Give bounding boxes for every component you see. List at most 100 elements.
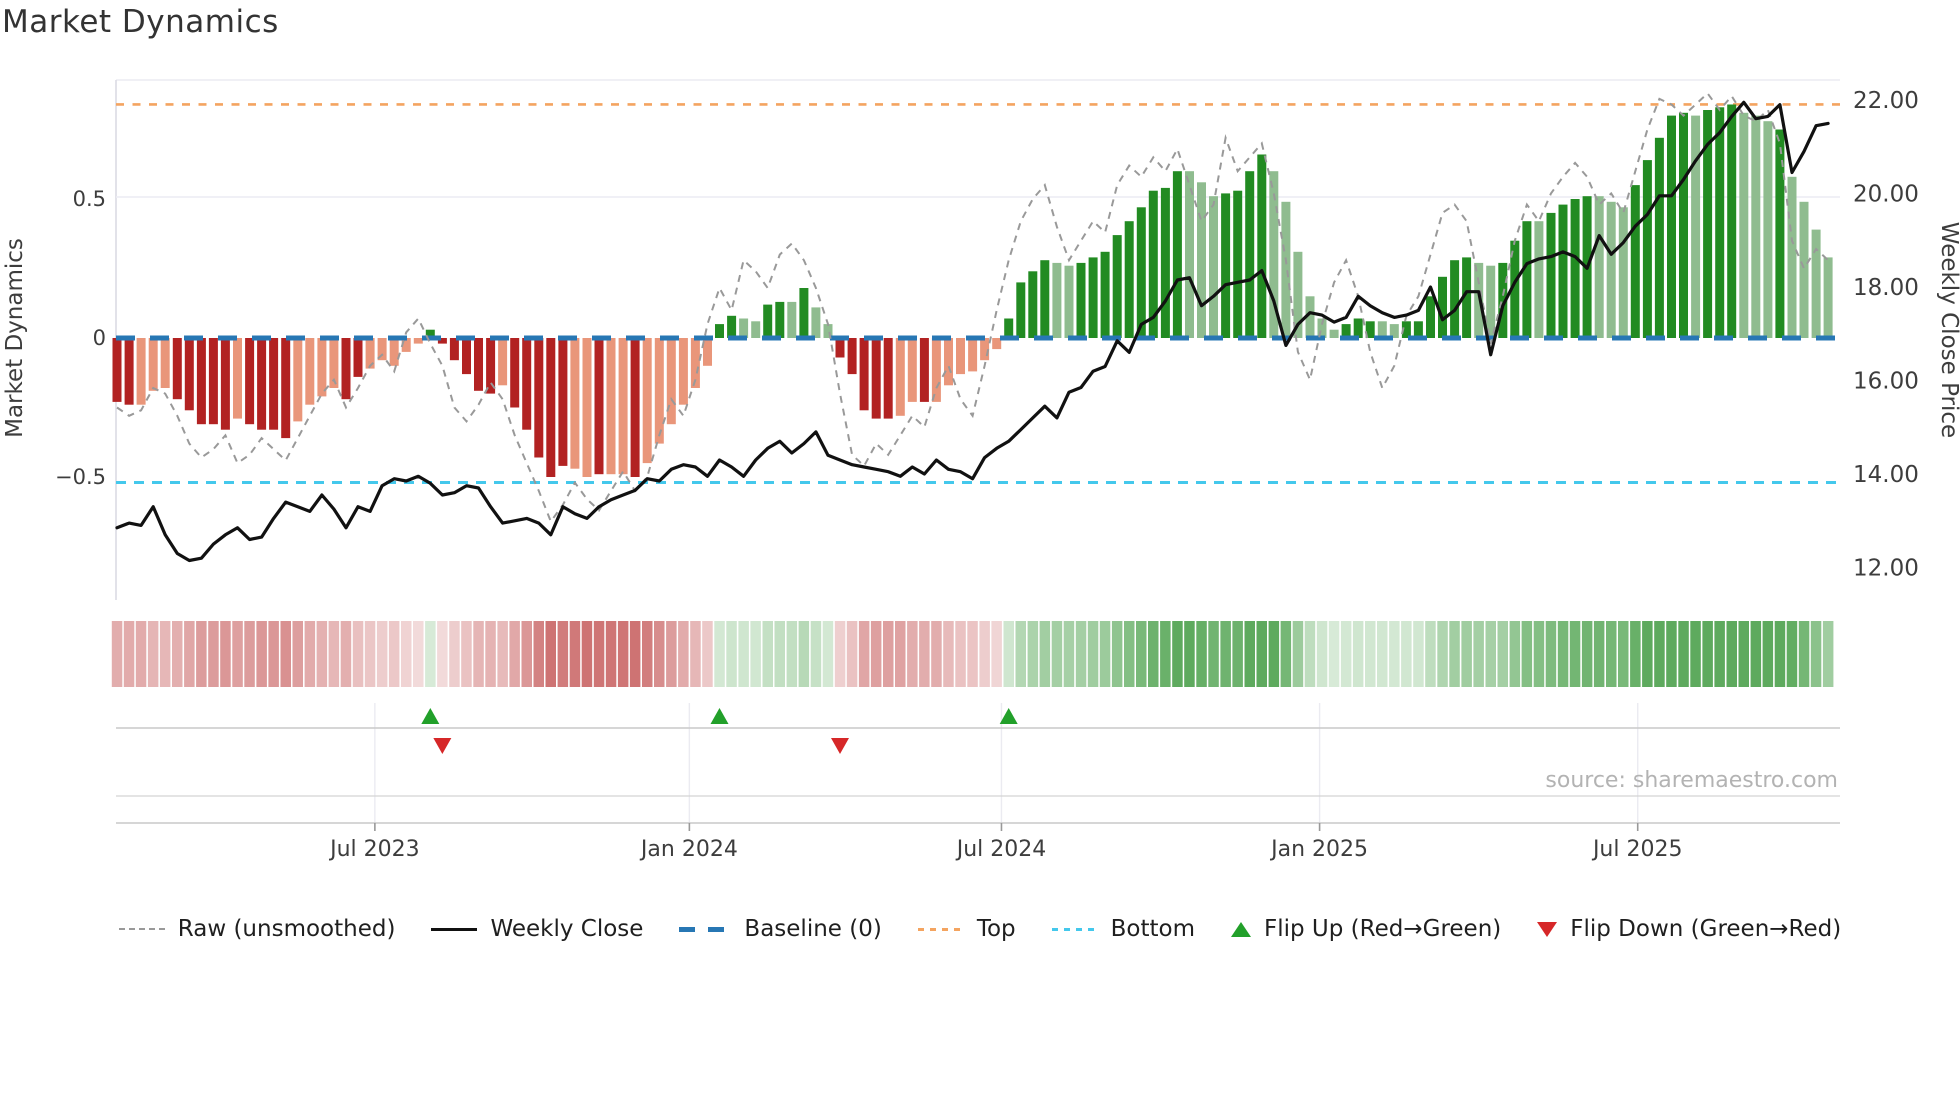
oscillator-bars xyxy=(112,104,1833,477)
heatmap-cell xyxy=(798,621,810,687)
heatmap-cell xyxy=(244,621,255,687)
heatmap-cell xyxy=(123,621,135,687)
oscillator-bar xyxy=(1365,321,1375,338)
heatmap-cell xyxy=(810,621,822,687)
heatmap-cell xyxy=(678,621,689,687)
oscillator-bar xyxy=(341,338,351,400)
heatmap-cell xyxy=(1328,621,1340,687)
oscillator-bar xyxy=(654,338,664,444)
oscillator-bar xyxy=(1823,257,1833,338)
heatmap-cell xyxy=(1449,621,1460,687)
x-tick-label: Jul 2025 xyxy=(1591,837,1683,862)
heatmap-cell xyxy=(316,621,328,687)
heatmap-cell xyxy=(1642,621,1653,687)
oscillator-bar xyxy=(1606,201,1616,338)
oscillator-bar xyxy=(365,338,375,369)
heatmap-cell xyxy=(593,621,605,687)
oscillator-bar xyxy=(449,338,459,361)
legend-label-raw: Raw (unsmoothed) xyxy=(177,916,396,942)
heatmap-cell xyxy=(280,621,291,687)
oscillator-bar xyxy=(992,338,1002,350)
heatmap-cell xyxy=(1377,621,1388,687)
oscillator-bar xyxy=(474,338,483,391)
heatmap-cell xyxy=(1437,621,1448,687)
heatmap-cell xyxy=(557,621,569,687)
oscillator-bar xyxy=(1269,171,1279,338)
heatmap-cell xyxy=(1461,621,1472,687)
heatmap-cell xyxy=(461,621,472,687)
heatmap-cell xyxy=(1702,621,1713,687)
chart-title: Market Dynamics xyxy=(2,4,279,40)
oscillator-bar xyxy=(233,338,242,419)
legend-item-flip-up: Flip Up (Red→Green) xyxy=(1231,916,1501,942)
baseline-line-icon xyxy=(679,926,732,932)
heatmap-cell xyxy=(1051,621,1063,687)
legend-label-top: Top xyxy=(976,916,1016,942)
raw-line xyxy=(116,91,1829,524)
y-right-tick-label: 20.00 xyxy=(1853,182,1919,208)
threshold-lines xyxy=(116,103,1840,485)
oscillator-bar xyxy=(184,338,194,411)
heatmap-cell xyxy=(1148,621,1159,687)
heatmap-cell xyxy=(1087,621,1099,687)
heatmap-cell xyxy=(1401,621,1412,687)
oscillator-bar xyxy=(606,338,616,475)
oscillator-bar xyxy=(1787,176,1797,338)
oscillator-bar xyxy=(944,338,953,386)
oscillator-bar xyxy=(763,304,773,338)
oscillator-bar xyxy=(1040,260,1050,338)
heatmap-cell xyxy=(919,621,930,687)
legend-item-raw: Raw (unsmoothed) xyxy=(118,916,396,942)
heatmap-cell xyxy=(497,621,508,687)
heatmap-cell xyxy=(1569,621,1581,687)
oscillator-bar xyxy=(1112,235,1122,338)
oscillator-bar xyxy=(1546,212,1556,338)
oscillator-bar xyxy=(1221,193,1231,338)
oscillator-bar xyxy=(160,338,170,388)
heatmap-cell xyxy=(1630,621,1641,687)
y-right-tick-label: 12.00 xyxy=(1853,556,1919,582)
oscillator-bar xyxy=(1426,296,1435,338)
oscillator-bar xyxy=(486,338,496,394)
heatmap-cell xyxy=(858,621,870,687)
oscillator-bar xyxy=(124,338,134,405)
oscillator-bar xyxy=(1257,154,1267,338)
y-right-tick-label: 18.00 xyxy=(1853,275,1919,301)
oscillator-bar xyxy=(1076,262,1086,338)
heatmap-cell xyxy=(196,621,207,687)
oscillator-bar xyxy=(1691,115,1701,338)
heatmap-cell xyxy=(1172,621,1183,687)
oscillator-bar xyxy=(1160,187,1170,338)
heatmap-cell xyxy=(654,621,665,687)
heatmap-cell xyxy=(1654,621,1665,687)
heatmap-cell xyxy=(473,621,484,687)
heatmap-cell xyxy=(991,621,1002,687)
heatmap-cell xyxy=(762,621,773,687)
oscillator-bar xyxy=(437,338,447,344)
oscillator-bar xyxy=(136,338,146,405)
heatmap-cell xyxy=(1497,621,1508,687)
oscillator-bar xyxy=(907,338,917,402)
oscillator-bar xyxy=(281,338,291,439)
oscillator-bar xyxy=(317,338,327,397)
heatmap-cell xyxy=(846,621,858,687)
heatmap-cell xyxy=(1786,621,1798,687)
oscillator-bar xyxy=(148,338,158,391)
oscillator-bar xyxy=(1438,276,1447,338)
oscillator-bar xyxy=(1100,251,1110,338)
heatmap-cell xyxy=(629,621,641,687)
oscillator-bar xyxy=(1245,171,1255,338)
oscillator-bar xyxy=(1498,262,1508,338)
heatmap-cell xyxy=(955,621,966,687)
x-axis: Jul 2023 Jan 2024 Jul 2024 Jan 2025 Jul 2025 xyxy=(328,823,1682,862)
bottom-line-icon xyxy=(1051,927,1098,931)
heatmap-strip xyxy=(111,621,1834,687)
oscillator-bar xyxy=(1667,115,1676,338)
heatmap-cell xyxy=(437,621,448,687)
heatmap-cell xyxy=(256,621,267,687)
heatmap-cell xyxy=(533,621,544,687)
oscillator-bar xyxy=(1353,318,1363,338)
heatmap-cell xyxy=(401,621,412,687)
oscillator-bar xyxy=(859,338,869,411)
oscillator-bar xyxy=(1028,271,1038,338)
